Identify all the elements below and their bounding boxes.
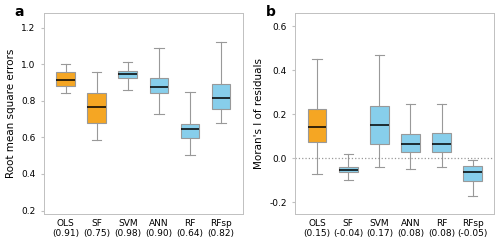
Text: a: a: [14, 5, 24, 19]
Y-axis label: Root mean square errors: Root mean square errors: [6, 49, 16, 178]
PathPatch shape: [118, 71, 137, 78]
PathPatch shape: [88, 93, 106, 123]
PathPatch shape: [308, 109, 326, 142]
PathPatch shape: [339, 167, 357, 173]
PathPatch shape: [370, 106, 388, 144]
Y-axis label: Moran's I of residuals: Moran's I of residuals: [254, 58, 264, 169]
PathPatch shape: [432, 133, 451, 152]
Text: b: b: [266, 5, 276, 19]
PathPatch shape: [212, 84, 231, 109]
PathPatch shape: [401, 134, 420, 152]
PathPatch shape: [464, 166, 482, 181]
PathPatch shape: [56, 72, 75, 86]
PathPatch shape: [180, 124, 200, 138]
PathPatch shape: [150, 78, 168, 93]
